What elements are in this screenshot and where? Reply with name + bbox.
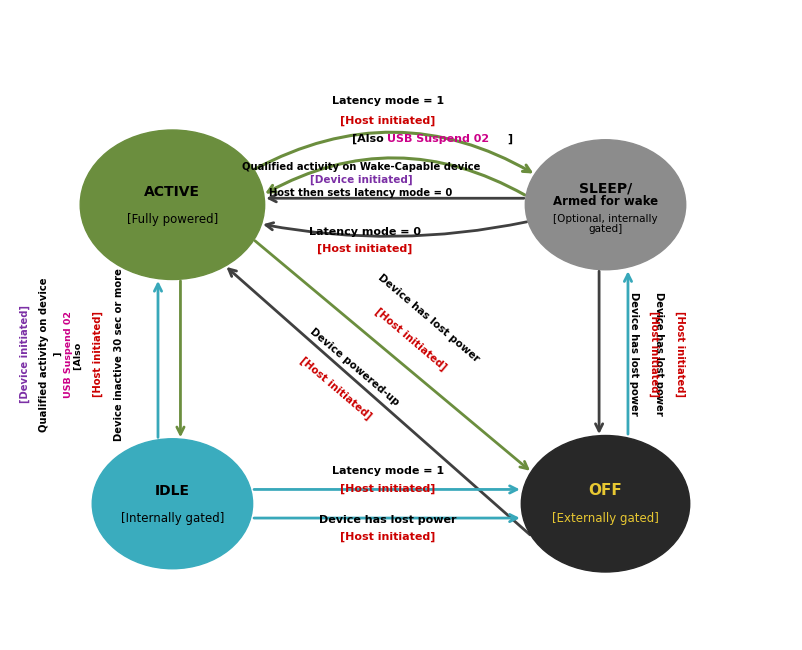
Text: gated]: gated] (589, 224, 622, 235)
Text: [Also: [Also (352, 134, 387, 144)
Text: ]: ] (53, 352, 63, 356)
Text: [Host initiated]: [Host initiated] (341, 116, 435, 125)
Text: [Host initiated]: [Host initiated] (93, 311, 103, 397)
Text: Qualified activity on Wake-Capable device: Qualified activity on Wake-Capable devic… (241, 162, 480, 172)
Text: Armed for wake: Armed for wake (553, 195, 658, 208)
Text: Qualified activity on device: Qualified activity on device (39, 277, 49, 432)
Text: Device has lost power: Device has lost power (654, 292, 664, 416)
Circle shape (521, 436, 690, 572)
Text: [Device initiated]: [Device initiated] (20, 306, 30, 403)
Circle shape (80, 130, 265, 280)
Text: IDLE: IDLE (155, 484, 190, 498)
Text: SLEEP/: SLEEP/ (579, 181, 632, 196)
Text: [Internally gated]: [Internally gated] (121, 512, 224, 525)
Text: [Host initiated]: [Host initiated] (373, 306, 448, 372)
Text: Host then sets latency mode = 0: Host then sets latency mode = 0 (269, 188, 452, 198)
Text: Latency mode = 1: Latency mode = 1 (332, 467, 444, 476)
Text: [Host initiated]: [Host initiated] (318, 244, 412, 254)
Text: USB Suspend 02: USB Suspend 02 (387, 134, 489, 144)
Text: Device has lost power: Device has lost power (376, 272, 482, 365)
Text: Device inactive 30 sec or more: Device inactive 30 sec or more (114, 268, 124, 441)
Text: [Host initiated]: [Host initiated] (298, 356, 373, 422)
Text: ]: ] (507, 134, 512, 144)
Text: Device has lost power: Device has lost power (319, 515, 457, 525)
Text: [Fully powered]: [Fully powered] (127, 213, 218, 226)
Text: [Host initiated]: [Host initiated] (650, 311, 659, 397)
Text: [Device initiated]: [Device initiated] (310, 175, 412, 185)
Text: USB Suspend 02: USB Suspend 02 (63, 311, 73, 398)
Text: [Externally gated]: [Externally gated] (552, 512, 659, 525)
Text: Latency mode = 0: Latency mode = 0 (309, 227, 421, 237)
Text: [Also: [Also (74, 339, 83, 369)
Text: Device powered-up: Device powered-up (308, 327, 401, 408)
Text: [Host initiated]: [Host initiated] (675, 311, 685, 397)
Text: [Host initiated]: [Host initiated] (341, 484, 435, 493)
Text: Device has lost power: Device has lost power (629, 292, 638, 416)
Circle shape (92, 439, 253, 569)
Text: OFF: OFF (589, 483, 622, 499)
Text: ACTIVE: ACTIVE (144, 185, 200, 199)
Text: Latency mode = 1: Latency mode = 1 (332, 96, 444, 106)
Text: [Host initiated]: [Host initiated] (341, 532, 435, 541)
Circle shape (525, 140, 686, 270)
Text: [Optional, internally: [Optional, internally (553, 214, 658, 224)
